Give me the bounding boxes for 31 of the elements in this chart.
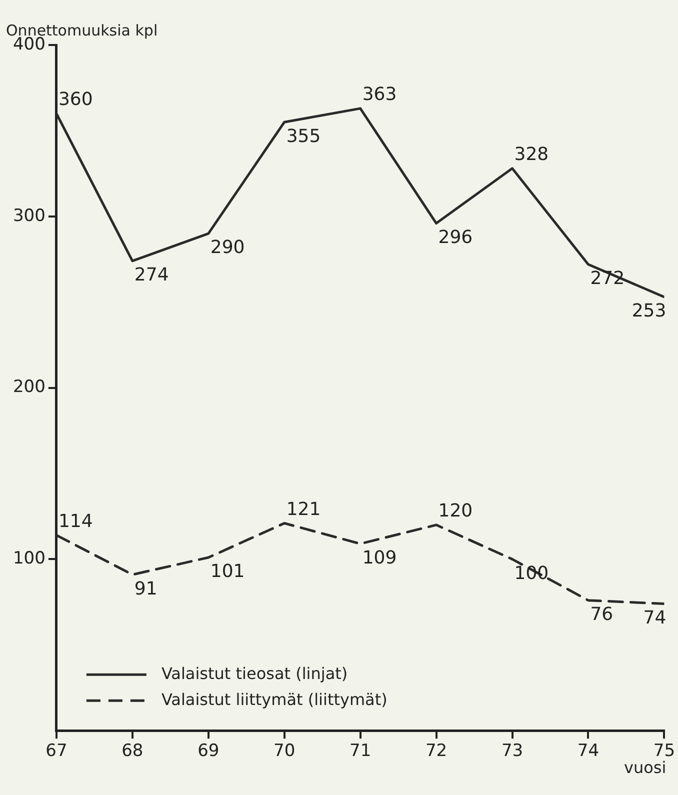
- data-label: 109: [362, 547, 397, 568]
- data-label: 296: [438, 226, 473, 248]
- x-tick-label: 67: [46, 741, 68, 762]
- data-label: 120: [438, 500, 473, 522]
- data-label: 253: [632, 300, 666, 322]
- data-label: 274: [134, 264, 169, 286]
- y-tick-label: 200: [12, 377, 46, 398]
- x-tick-label: 68: [122, 741, 144, 762]
- data-label: 76: [590, 604, 614, 626]
- data-label: 74: [643, 607, 666, 628]
- data-label: 328: [514, 144, 549, 166]
- x-tick-label: 74: [577, 741, 600, 762]
- x-tick-label: 73: [501, 741, 524, 762]
- x-tick-label: 71: [349, 741, 372, 762]
- x-tick-label: 69: [198, 741, 220, 762]
- data-label: 272: [590, 268, 625, 290]
- x-tick-label: 70: [274, 741, 296, 762]
- legend-label: Valaistut liittymät (liittymät): [161, 690, 388, 709]
- x-tick-label: 72: [425, 741, 448, 762]
- data-label: 114: [58, 510, 93, 532]
- data-label: 355: [286, 126, 321, 147]
- data-label: 360: [58, 89, 93, 110]
- data-label: 121: [286, 498, 321, 520]
- y-tick-label: 300: [12, 206, 46, 226]
- data-label: 290: [210, 237, 245, 258]
- data-label: 363: [362, 84, 397, 106]
- y-tick-label: 100: [12, 548, 46, 569]
- data-label: 101: [210, 561, 245, 582]
- data-label: 100: [514, 562, 549, 584]
- data-label: 91: [134, 578, 158, 600]
- legend-label: Valaistut tieosat (linjat): [161, 664, 348, 683]
